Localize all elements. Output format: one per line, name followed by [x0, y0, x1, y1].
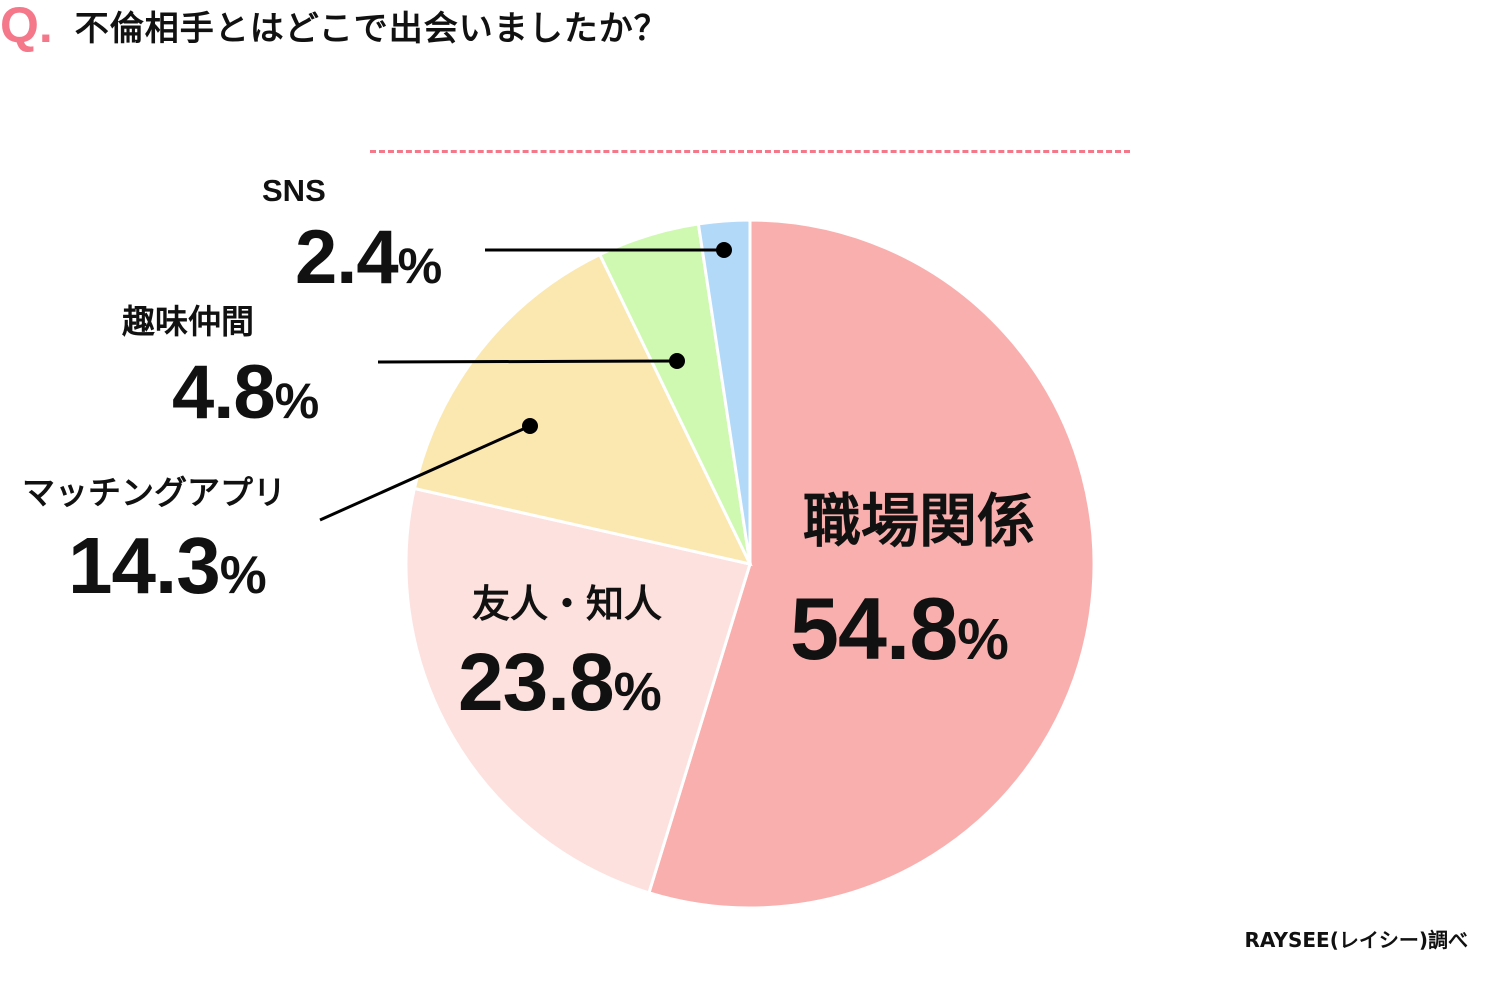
pie-slice-friends: [404, 486, 752, 895]
slice-value-sns: 2.4%: [295, 215, 442, 300]
question-mark-label: Q.: [0, 0, 53, 53]
leader-line-hobby: [377, 359, 678, 364]
slice-label-friends: 友人・知人: [472, 582, 663, 626]
chart-title: Q. 不倫相手とはどこで出会いましたか？: [0, 0, 1500, 53]
slice-label-workplace: 職場関係: [803, 487, 1036, 555]
source-credit: RAYSEE(レイシー)調べ: [1244, 928, 1468, 952]
leader-dot-matching-app: [522, 418, 538, 434]
slice-label-hobby: 趣味仲間: [122, 302, 254, 341]
slice-value-hobby: 4.8%: [172, 350, 319, 435]
question-text: 不倫相手とはどこで出会いましたか？: [74, 8, 669, 49]
title-divider: [370, 150, 1130, 153]
leader-line-matching-app: [319, 424, 531, 522]
leader-dot-sns: [716, 242, 732, 258]
slice-label-sns: SNS: [262, 173, 326, 208]
pie-slice-sns: [696, 218, 752, 565]
leader-dot-hobby: [669, 353, 685, 369]
slice-value-friends: 23.8%: [458, 637, 662, 728]
slice-label-matching-app: マッチングアプリ: [22, 473, 286, 512]
slice-value-matching-app: 14.3%: [68, 521, 267, 610]
pie-slice-matching-app: [412, 252, 753, 567]
slice-value-workplace: 54.8%: [790, 579, 1009, 678]
pie-slice-workplace: [647, 218, 1096, 910]
